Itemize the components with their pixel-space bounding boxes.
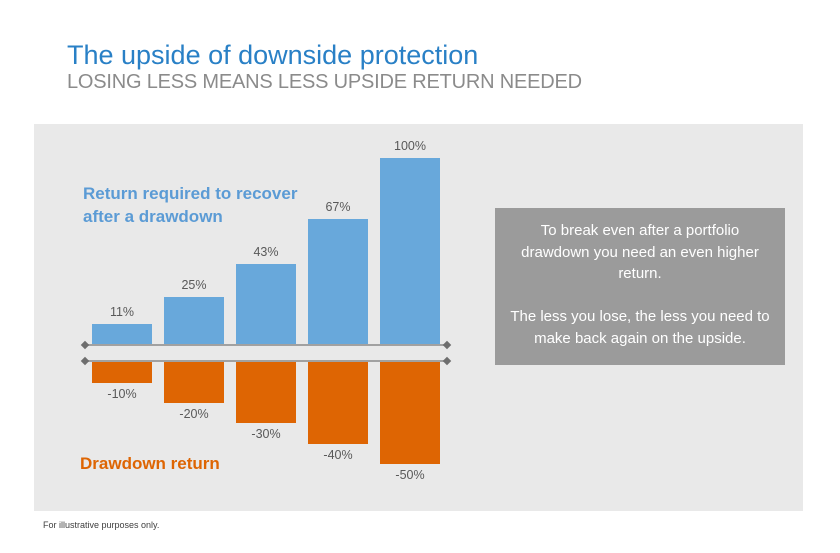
bar-recovery [236,264,296,344]
bar-value-label: 100% [394,139,426,153]
page-subtitle: LOSING LESS MEANS LESS UPSIDE RETURN NEE… [67,71,582,93]
bar-value-label: -20% [179,407,209,421]
bar-value-label: -10% [107,387,137,401]
bar-value-label: 67% [325,200,351,214]
bar-value-label: 25% [181,278,207,292]
bar-drawdown [164,362,224,403]
callout-box: To break even after a portfolio drawdown… [495,208,785,365]
bar-recovery [164,297,224,344]
page-title: The upside of downside protection [67,40,479,70]
axis-line-bottom [85,360,447,362]
bar-recovery [92,324,152,344]
callout-paragraph: The less you lose, the less you need to … [510,308,770,347]
bar-value-label: -30% [251,427,281,441]
bar-value-label: 11% [109,305,135,319]
chart-panel: Return required to recover after a drawd… [34,124,803,511]
axis-line-top [85,344,447,346]
bar-chart: Return required to recover after a drawd… [34,124,803,511]
bar-value-label: -50% [395,468,425,482]
series-label-recovery: Return required to recover after a drawd… [83,184,298,226]
footnote: For illustrative purposes only. [43,520,160,530]
bar-recovery [380,158,440,344]
axis-diamond-marker [80,340,90,350]
axis-diamond-marker [80,356,90,366]
bar-value-label: 43% [253,245,279,259]
axis-diamond-marker [442,356,452,366]
callout-paragraph: To break even after a portfolio drawdown… [521,222,759,282]
bar-drawdown [92,362,152,383]
bar-drawdown [236,362,296,423]
series-label-drawdown: Drawdown return [80,454,220,473]
axis-diamond-marker [442,340,452,350]
bar-drawdown [308,362,368,444]
bar-recovery [308,219,368,344]
bar-value-label: -40% [323,448,353,462]
bar-drawdown [380,362,440,464]
